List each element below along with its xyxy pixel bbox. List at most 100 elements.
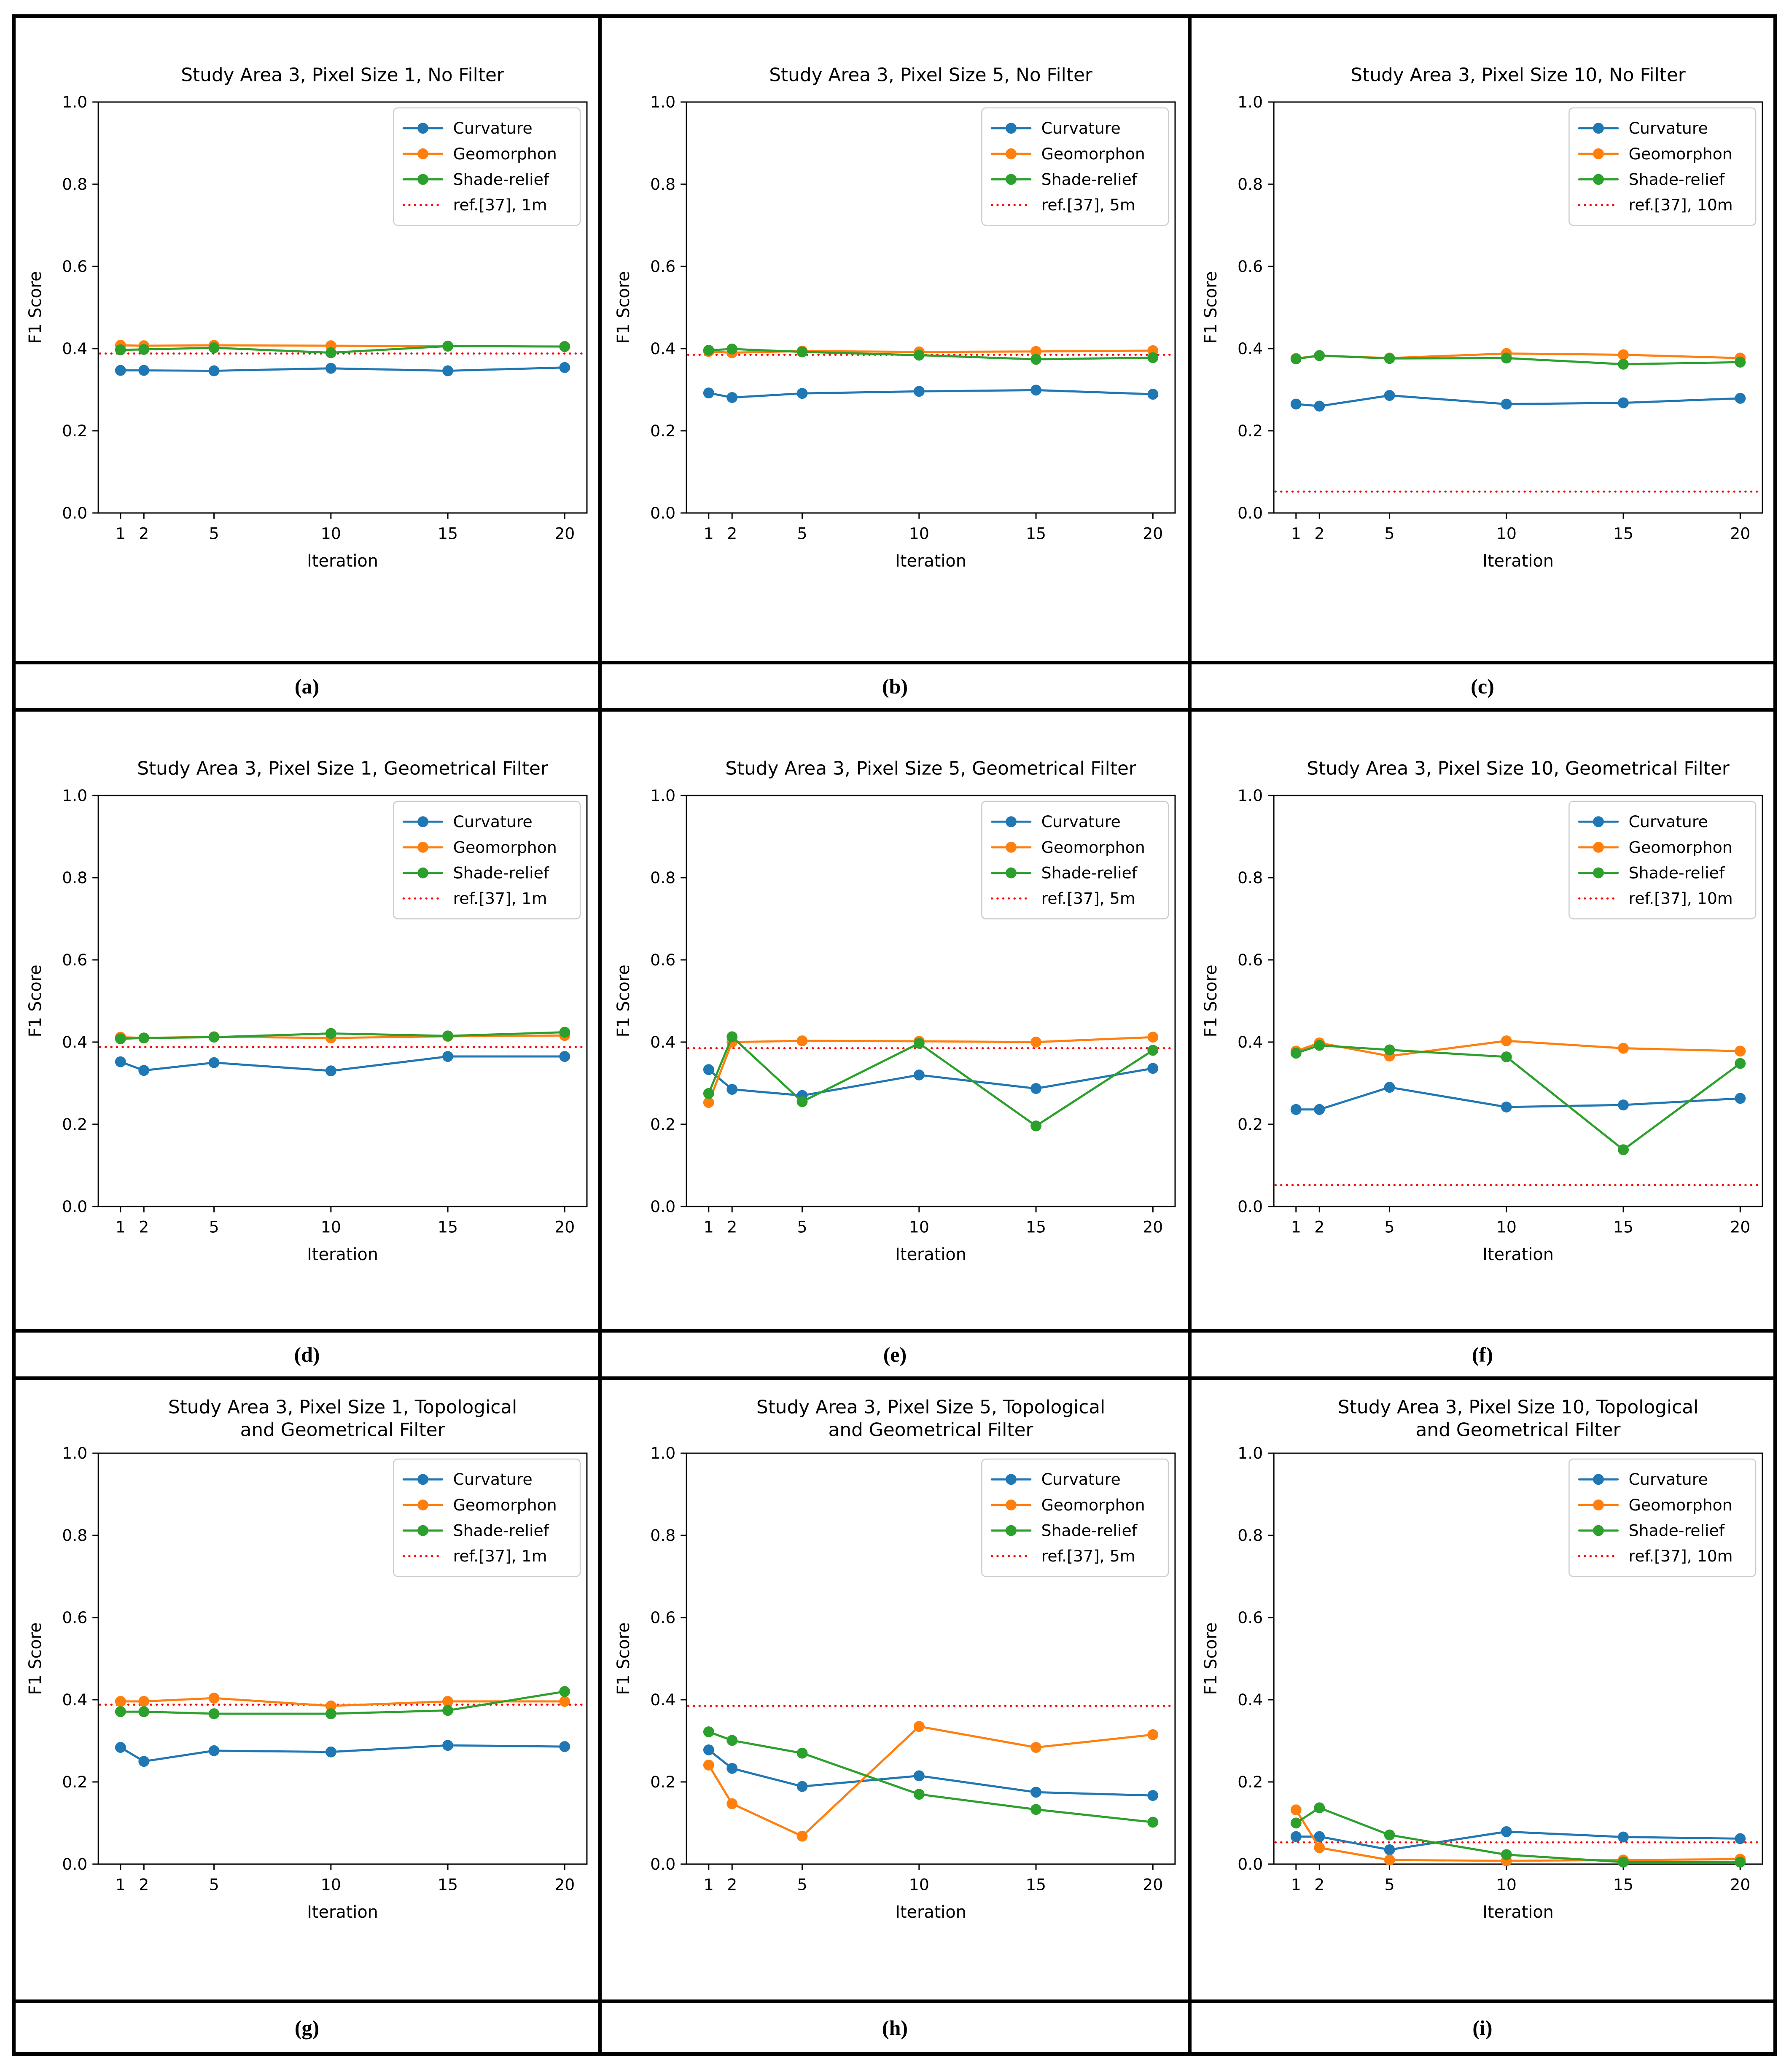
svg-text:Study Area 3, Pixel Size 1, Ge: Study Area 3, Pixel Size 1, Geometrical … — [137, 758, 548, 779]
svg-text:0.8: 0.8 — [1238, 175, 1263, 193]
chart-f-study-area3-pixel10-geometrical-filter: Study Area 3, Pixel Size 10, Geometrical… — [1201, 758, 1763, 1264]
svg-text:0.0: 0.0 — [650, 1855, 675, 1873]
svg-text:5: 5 — [797, 1218, 807, 1236]
svg-text:ref.[37], 1m: ref.[37], 1m — [453, 889, 547, 908]
svg-text:ref.[37], 10m: ref.[37], 10m — [1629, 196, 1733, 214]
svg-text:10: 10 — [909, 1218, 929, 1236]
panel-label-d: (d) — [294, 1343, 320, 1366]
svg-text:0.4: 0.4 — [650, 1033, 675, 1051]
svg-text:15: 15 — [1026, 1876, 1046, 1894]
svg-text:0.4: 0.4 — [1238, 1690, 1263, 1709]
svg-text:0.8: 0.8 — [650, 1526, 675, 1545]
svg-text:1.0: 1.0 — [1238, 93, 1263, 111]
svg-text:2: 2 — [139, 1876, 149, 1894]
svg-text:Curvature: Curvature — [1629, 119, 1708, 137]
svg-text:and Geometrical Filter: and Geometrical Filter — [240, 1419, 445, 1440]
svg-text:0.6: 0.6 — [650, 1608, 675, 1627]
svg-text:Iteration: Iteration — [1482, 1903, 1554, 1922]
svg-text:1.0: 1.0 — [62, 93, 87, 111]
svg-text:10: 10 — [1496, 1876, 1517, 1894]
svg-text:Curvature: Curvature — [453, 1470, 533, 1489]
svg-text:0.0: 0.0 — [62, 1855, 87, 1873]
chart-cell-e: Study Area 3, Pixel Size 5, Geometrical … — [602, 712, 1192, 1329]
svg-text:F1 Score: F1 Score — [613, 965, 633, 1037]
chart-cell-d: Study Area 3, Pixel Size 1, Geometrical … — [16, 712, 602, 1329]
svg-text:0.4: 0.4 — [62, 339, 87, 358]
svg-text:Iteration: Iteration — [895, 1245, 966, 1264]
svg-text:2: 2 — [727, 1876, 737, 1894]
chart-e-study-area3-pixel5-geometrical-filter: Study Area 3, Pixel Size 5, Geometrical … — [613, 758, 1176, 1264]
chart-g-study-area3-pixel1-topo-geo-filter: Study Area 3, Pixel Size 1, Topologicala… — [26, 1397, 588, 1922]
svg-text:ref.[37], 5m: ref.[37], 5m — [1041, 1547, 1135, 1565]
chart-cell-a: Study Area 3, Pixel Size 1, No Filter 0.0… — [16, 18, 602, 661]
svg-text:10: 10 — [321, 1218, 341, 1236]
svg-text:5: 5 — [209, 524, 219, 543]
svg-text:0.6: 0.6 — [62, 1608, 87, 1627]
svg-text:Shade-relief: Shade-relief — [1629, 170, 1725, 188]
svg-text:15: 15 — [1026, 1218, 1046, 1236]
svg-text:20: 20 — [1143, 524, 1163, 543]
svg-text:Geomorphon: Geomorphon — [1629, 1496, 1733, 1514]
svg-text:5: 5 — [1385, 524, 1395, 543]
svg-text:F1 Score: F1 Score — [26, 1622, 45, 1695]
svg-text:0.2: 0.2 — [62, 422, 87, 440]
svg-text:Curvature: Curvature — [1629, 812, 1708, 831]
svg-text:5: 5 — [1385, 1218, 1395, 1236]
svg-text:Geomorphon: Geomorphon — [453, 145, 557, 163]
svg-text:0.6: 0.6 — [1238, 951, 1263, 969]
svg-text:Curvature: Curvature — [453, 119, 533, 137]
svg-text:Geomorphon: Geomorphon — [1629, 145, 1733, 163]
svg-text:5: 5 — [797, 1876, 807, 1894]
svg-text:0.2: 0.2 — [1238, 1773, 1263, 1791]
svg-text:20: 20 — [554, 1876, 575, 1894]
svg-text:F1 Score: F1 Score — [613, 1622, 633, 1695]
svg-text:0.4: 0.4 — [62, 1690, 87, 1709]
svg-text:20: 20 — [1730, 1876, 1750, 1894]
panel-label-cell-b: (b) — [602, 661, 1192, 712]
svg-text:Curvature: Curvature — [1041, 812, 1120, 831]
svg-text:0.4: 0.4 — [62, 1033, 87, 1051]
svg-text:0.6: 0.6 — [1238, 1608, 1263, 1627]
chart-b-study-area3-pixel5-no-filter: Study Area 3, Pixel Size 5, No Filter 0.0… — [613, 64, 1176, 571]
svg-text:Geomorphon: Geomorphon — [1041, 145, 1145, 163]
svg-text:and Geometrical Filter: and Geometrical Filter — [1416, 1419, 1621, 1440]
svg-text:10: 10 — [909, 524, 929, 543]
svg-text:0.0: 0.0 — [1238, 1197, 1263, 1216]
panel-label-i: (i) — [1472, 2016, 1493, 2040]
svg-text:0.4: 0.4 — [650, 339, 675, 358]
svg-text:0.8: 0.8 — [62, 1526, 87, 1545]
chart-cell-g: Study Area 3, Pixel Size 1, Topological a… — [16, 1380, 602, 1999]
chart-d-study-area3-pixel1-geometrical-filter: Study Area 3, Pixel Size 1, Geometrical … — [26, 758, 588, 1264]
svg-text:0.6: 0.6 — [1238, 257, 1263, 276]
svg-text:1: 1 — [116, 524, 126, 543]
chart-i-study-area3-pixel10-topo-geo-filter: Study Area 3, Pixel Size 10, Topological… — [1201, 1397, 1763, 1922]
svg-text:2: 2 — [139, 1218, 149, 1236]
chart-cell-i: Study Area 3, Pixel Size 10, Topological… — [1192, 1380, 1773, 1999]
panel-label-cell-i: (i) — [1192, 1999, 1773, 2052]
svg-text:Iteration: Iteration — [895, 551, 966, 571]
svg-text:0.2: 0.2 — [62, 1115, 87, 1134]
chart-cell-f: Study Area 3, Pixel Size 10, Geometrical… — [1192, 712, 1773, 1329]
svg-text:F1 Score: F1 Score — [1201, 271, 1221, 344]
svg-text:1: 1 — [1291, 1218, 1301, 1236]
svg-text:2: 2 — [1314, 524, 1324, 543]
svg-text:ref.[37], 10m: ref.[37], 10m — [1629, 1547, 1733, 1565]
svg-text:20: 20 — [1730, 1218, 1750, 1236]
svg-text:Study Area 3, Pixel Size 5, Ge: Study Area 3, Pixel Size 5, Geometrical … — [725, 758, 1136, 779]
chart-c-study-area3-pixel10-no-filter: Study Area 3, Pixel Size 10, No Filter 0.… — [1201, 64, 1763, 571]
svg-text:Shade-relief: Shade-relief — [453, 1521, 550, 1540]
chart-h-study-area3-pixel5-topo-geo-filter: Study Area 3, Pixel Size 5, Topologicala… — [613, 1397, 1176, 1922]
svg-text:Geomorphon: Geomorphon — [1041, 1496, 1145, 1514]
svg-text:2: 2 — [1314, 1876, 1324, 1894]
svg-text:10: 10 — [321, 524, 341, 543]
svg-text:2: 2 — [727, 524, 737, 543]
panel-label-b: (b) — [882, 675, 908, 698]
svg-text:0.6: 0.6 — [62, 257, 87, 276]
panel-label-cell-d: (d) — [16, 1329, 602, 1380]
svg-text:ref.[37], 5m: ref.[37], 5m — [1041, 889, 1135, 908]
svg-text:Study Area 3, Pixel Size 1, No: Study Area 3, Pixel Size 1, No Filter — [181, 64, 504, 86]
panel-label-f: (f) — [1472, 1343, 1493, 1366]
svg-text:F1 Score: F1 Score — [26, 965, 45, 1037]
svg-text:0.2: 0.2 — [62, 1773, 87, 1791]
svg-text:10: 10 — [909, 1876, 929, 1894]
